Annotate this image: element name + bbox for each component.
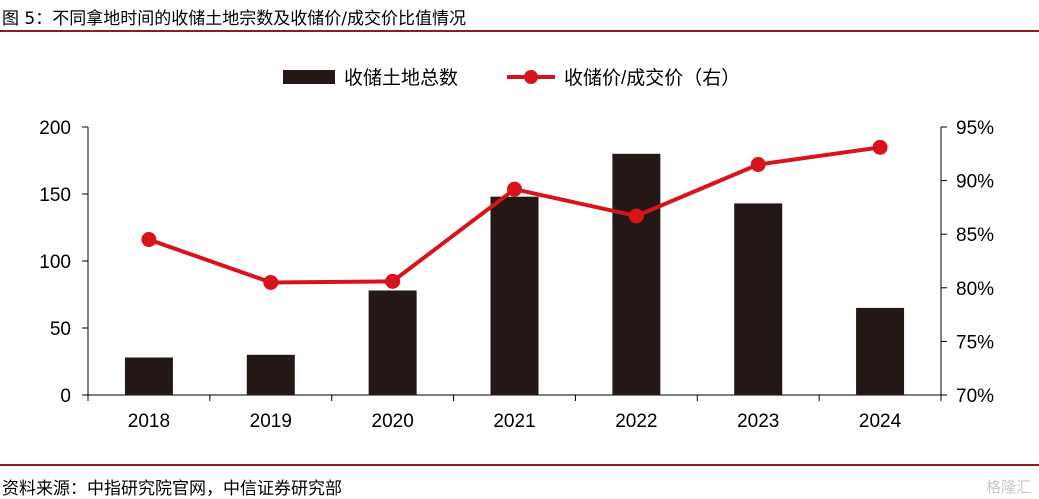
- line-point: [750, 157, 766, 173]
- figure-footer: 资料来源：中指研究院官网，中信证券研究部 格隆汇: [0, 466, 1039, 499]
- axes: 0 50 100 150 200 70% 75% 80% 85% 90% 95% 2018 2019 20…: [39, 118, 994, 432]
- x-axis-tick-label: 2022: [615, 411, 657, 432]
- line-point: [628, 208, 644, 224]
- bar: [856, 307, 905, 395]
- bar: [124, 357, 173, 395]
- right-axis-tick-label: 80%: [956, 279, 994, 300]
- bar: [368, 290, 417, 395]
- left-axis-tick-label: 150: [39, 185, 71, 206]
- right-axis-tick-label: 85%: [956, 225, 994, 246]
- line-point: [507, 181, 522, 197]
- bar: [490, 196, 539, 395]
- legend-bar-swatch: [283, 70, 335, 84]
- figure-header: 图 5：不同拿地时间的收储土地宗数及收储价/成交价比值情况: [0, 0, 1039, 31]
- line-point: [385, 273, 401, 289]
- right-axis-tick-label: 95%: [956, 118, 994, 139]
- left-axis-tick-label: 0: [60, 386, 71, 407]
- legend-line-label: 收储价/成交价（右）: [564, 67, 740, 89]
- line-point: [141, 232, 157, 248]
- right-axis-tick-label: 75%: [956, 332, 994, 353]
- line-series: [141, 139, 888, 290]
- line-point: [263, 274, 279, 290]
- combo-chart: 收储土地总数 收储价/成交价（右） 0 50 100 150 200 70% 75% 80% 8…: [39, 67, 994, 432]
- right-axis-tick-label: 90%: [956, 172, 994, 193]
- left-axis-tick-label: 200: [39, 118, 71, 139]
- bar: [246, 354, 295, 395]
- legend-line-marker: [524, 70, 538, 84]
- bar-series: [124, 153, 905, 395]
- legend: 收储土地总数 收储价/成交价（右）: [283, 67, 740, 89]
- x-axis-tick-label: 2019: [250, 411, 292, 432]
- x-axis-tick-label: 2021: [493, 411, 535, 432]
- figure-title: 图 5：不同拿地时间的收储土地宗数及收储价/成交价比值情况: [2, 9, 466, 29]
- bottom-rule: [0, 464, 1039, 466]
- right-axis-tick-label: 70%: [956, 386, 994, 407]
- watermark: 格隆汇: [985, 478, 1031, 496]
- x-axis-tick-label: 2024: [859, 411, 902, 432]
- x-axis-tick-label: 2018: [128, 411, 170, 432]
- line-point: [872, 139, 888, 155]
- bar: [734, 203, 783, 395]
- x-axis-tick-label: 2020: [372, 411, 414, 432]
- legend-bar-label: 收储土地总数: [344, 67, 458, 89]
- source-note: 资料来源：中指研究院官网，中信证券研究部: [2, 479, 342, 499]
- left-axis-tick-label: 100: [39, 252, 71, 273]
- bar: [612, 153, 661, 395]
- top-rule: [0, 30, 1039, 32]
- x-axis-tick-label: 2023: [737, 411, 779, 432]
- left-axis-tick-label: 50: [50, 319, 71, 340]
